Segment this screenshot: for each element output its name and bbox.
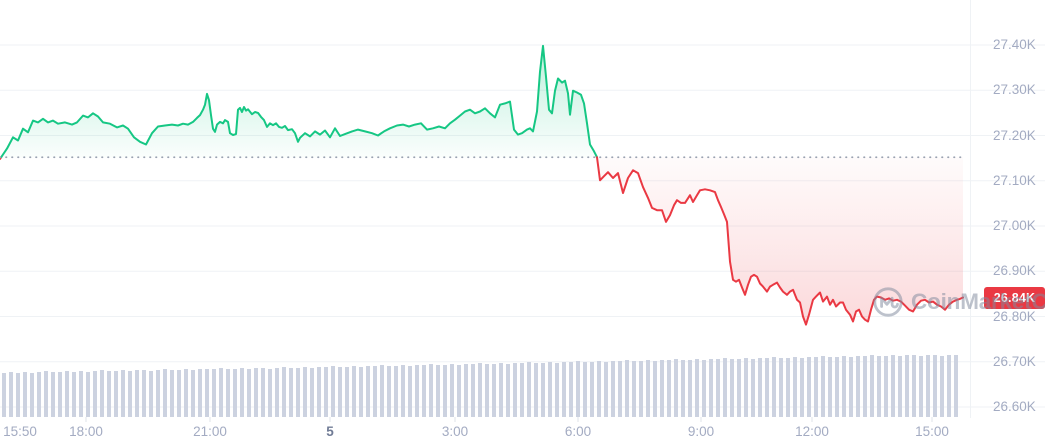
area-fills bbox=[0, 45, 963, 325]
x-axis-ticks bbox=[85, 417, 933, 422]
current-price-badge: 26.84K bbox=[984, 287, 1045, 309]
volume-bars bbox=[2, 355, 958, 417]
